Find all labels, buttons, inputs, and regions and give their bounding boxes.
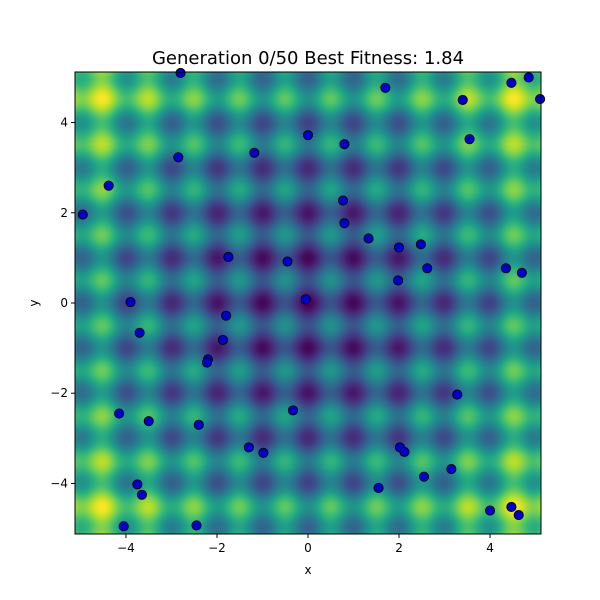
- y-axis-ticks: −4 −2 0 2 4: [50, 116, 75, 490]
- x-tick-label: −4: [117, 541, 135, 555]
- population-point: [134, 327, 145, 338]
- population-point: [380, 82, 391, 93]
- population-point: [523, 72, 534, 83]
- population-point: [535, 94, 546, 105]
- population-point: [363, 233, 374, 244]
- population-point: [484, 505, 496, 516]
- population-point: [506, 77, 517, 88]
- population-point: [302, 130, 314, 141]
- population-point: [125, 297, 136, 308]
- y-axis-label: y: [27, 299, 41, 306]
- y-tick-label: 2: [60, 206, 68, 220]
- population-point: [422, 263, 433, 274]
- population-point: [118, 521, 129, 532]
- y-tick-label: 4: [60, 116, 68, 130]
- population-point: [136, 489, 147, 500]
- population-point: [173, 152, 184, 163]
- x-tick-label: 4: [486, 541, 494, 555]
- population-point: [513, 510, 524, 521]
- population-point: [191, 520, 202, 531]
- population-point: [393, 275, 404, 286]
- population-point: [399, 446, 410, 457]
- plot-area: [74, 67, 546, 535]
- population-point: [415, 239, 426, 250]
- population-point: [464, 134, 475, 145]
- x-tick-label: −2: [208, 541, 226, 555]
- population-point: [258, 447, 269, 458]
- y-tick-label: −2: [50, 386, 68, 400]
- population-point: [77, 209, 88, 220]
- population-point: [287, 405, 299, 416]
- population-point: [193, 419, 204, 430]
- population-point: [217, 334, 228, 346]
- population-point: [103, 180, 114, 191]
- x-tick-label: 0: [304, 541, 312, 555]
- population-point: [223, 251, 234, 263]
- population-point: [337, 195, 349, 206]
- population-point: [506, 501, 517, 512]
- x-tick-label: 2: [395, 541, 403, 555]
- population-point: [249, 147, 260, 158]
- population-point: [282, 256, 293, 267]
- population-point: [446, 463, 457, 475]
- population-point: [243, 442, 254, 453]
- population-point: [500, 263, 512, 274]
- x-axis-ticks: −4 −2 0 2 4: [117, 534, 494, 555]
- population-point: [143, 416, 154, 427]
- population-point: [339, 139, 350, 150]
- population-point: [418, 471, 430, 482]
- population-point: [114, 408, 125, 419]
- population-point: [221, 310, 232, 321]
- population-points: [77, 67, 546, 532]
- y-tick-label: −4: [50, 476, 68, 490]
- population-point: [457, 94, 468, 106]
- population-point: [452, 389, 463, 400]
- population-point: [132, 479, 143, 490]
- population-point: [175, 67, 186, 78]
- population-point: [516, 267, 527, 278]
- chart-title: Generation 0/50 Best Fitness: 1.84: [152, 48, 464, 69]
- y-tick-label: 0: [60, 296, 68, 310]
- population-point: [393, 242, 405, 253]
- population-point: [201, 357, 213, 368]
- population-point: [300, 294, 311, 305]
- population-point: [373, 482, 384, 494]
- x-axis-label: x: [304, 563, 311, 577]
- population-point: [339, 218, 350, 229]
